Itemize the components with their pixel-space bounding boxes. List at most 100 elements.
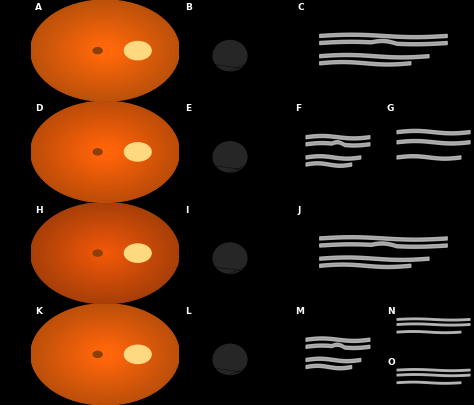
Circle shape — [32, 305, 178, 404]
Circle shape — [98, 248, 112, 258]
Text: E: E — [185, 104, 191, 113]
Circle shape — [33, 2, 177, 100]
Circle shape — [124, 42, 151, 60]
Circle shape — [53, 15, 158, 87]
Circle shape — [31, 304, 179, 405]
Text: J: J — [297, 206, 301, 215]
Circle shape — [67, 25, 143, 77]
Circle shape — [53, 116, 158, 188]
Circle shape — [79, 134, 131, 170]
Text: K: K — [35, 307, 42, 316]
Circle shape — [50, 317, 160, 392]
Circle shape — [82, 237, 129, 269]
Circle shape — [31, 0, 179, 101]
Circle shape — [67, 227, 143, 279]
Circle shape — [100, 351, 109, 358]
Circle shape — [72, 28, 138, 73]
Circle shape — [213, 344, 247, 375]
Circle shape — [76, 335, 134, 374]
Circle shape — [93, 149, 102, 155]
Circle shape — [69, 26, 141, 75]
Circle shape — [72, 230, 138, 276]
Circle shape — [60, 121, 150, 183]
Circle shape — [38, 207, 172, 299]
Circle shape — [72, 129, 138, 175]
Circle shape — [93, 250, 102, 256]
Circle shape — [43, 8, 167, 93]
Circle shape — [213, 142, 247, 172]
Circle shape — [55, 320, 155, 388]
Circle shape — [93, 346, 117, 362]
Text: A: A — [35, 3, 42, 12]
Circle shape — [31, 202, 179, 304]
Circle shape — [62, 123, 148, 181]
Circle shape — [98, 147, 112, 157]
Circle shape — [36, 3, 174, 98]
Circle shape — [48, 113, 163, 191]
Text: D: D — [35, 104, 43, 113]
Circle shape — [60, 222, 150, 284]
Text: O: O — [388, 358, 395, 367]
Circle shape — [62, 325, 148, 384]
Circle shape — [36, 206, 174, 301]
Text: G: G — [387, 104, 394, 113]
Circle shape — [57, 119, 153, 184]
Circle shape — [89, 141, 121, 163]
Text: Patient A:II-1: Patient A:II-1 — [11, 77, 20, 126]
Circle shape — [43, 312, 167, 397]
Circle shape — [96, 44, 114, 57]
Circle shape — [67, 126, 143, 178]
Circle shape — [32, 203, 178, 303]
Circle shape — [36, 104, 174, 199]
Circle shape — [96, 145, 114, 158]
Circle shape — [74, 333, 136, 375]
Circle shape — [45, 111, 165, 193]
Text: F: F — [296, 104, 301, 113]
Circle shape — [40, 6, 170, 95]
Circle shape — [74, 131, 136, 173]
Circle shape — [86, 240, 124, 266]
Circle shape — [45, 10, 165, 92]
Circle shape — [50, 215, 160, 291]
Circle shape — [93, 43, 117, 59]
Circle shape — [69, 330, 141, 379]
Circle shape — [76, 132, 134, 171]
Circle shape — [38, 106, 172, 198]
Circle shape — [93, 351, 102, 358]
Circle shape — [100, 47, 109, 54]
Circle shape — [98, 350, 112, 359]
Circle shape — [48, 315, 163, 394]
Text: N: N — [388, 307, 395, 316]
Circle shape — [93, 245, 117, 261]
Circle shape — [62, 21, 148, 80]
Circle shape — [38, 5, 172, 96]
Circle shape — [64, 23, 146, 78]
Text: M: M — [296, 307, 305, 316]
Circle shape — [57, 18, 153, 83]
Circle shape — [84, 340, 127, 369]
Circle shape — [82, 136, 129, 168]
Circle shape — [76, 31, 134, 70]
Circle shape — [48, 214, 163, 292]
Circle shape — [96, 348, 114, 361]
Text: L: L — [185, 307, 191, 316]
Circle shape — [89, 39, 121, 62]
Circle shape — [100, 250, 109, 256]
Circle shape — [32, 1, 178, 100]
Circle shape — [64, 226, 146, 281]
Circle shape — [93, 47, 102, 54]
Circle shape — [45, 313, 165, 395]
Circle shape — [124, 143, 151, 161]
Circle shape — [91, 243, 119, 263]
Circle shape — [40, 310, 170, 399]
Circle shape — [93, 144, 117, 160]
Circle shape — [69, 229, 141, 277]
Circle shape — [45, 212, 165, 294]
Circle shape — [55, 17, 155, 85]
Circle shape — [43, 109, 167, 194]
Circle shape — [76, 234, 134, 273]
Circle shape — [36, 307, 174, 402]
Circle shape — [33, 204, 177, 302]
Circle shape — [74, 30, 136, 72]
Circle shape — [60, 324, 150, 385]
